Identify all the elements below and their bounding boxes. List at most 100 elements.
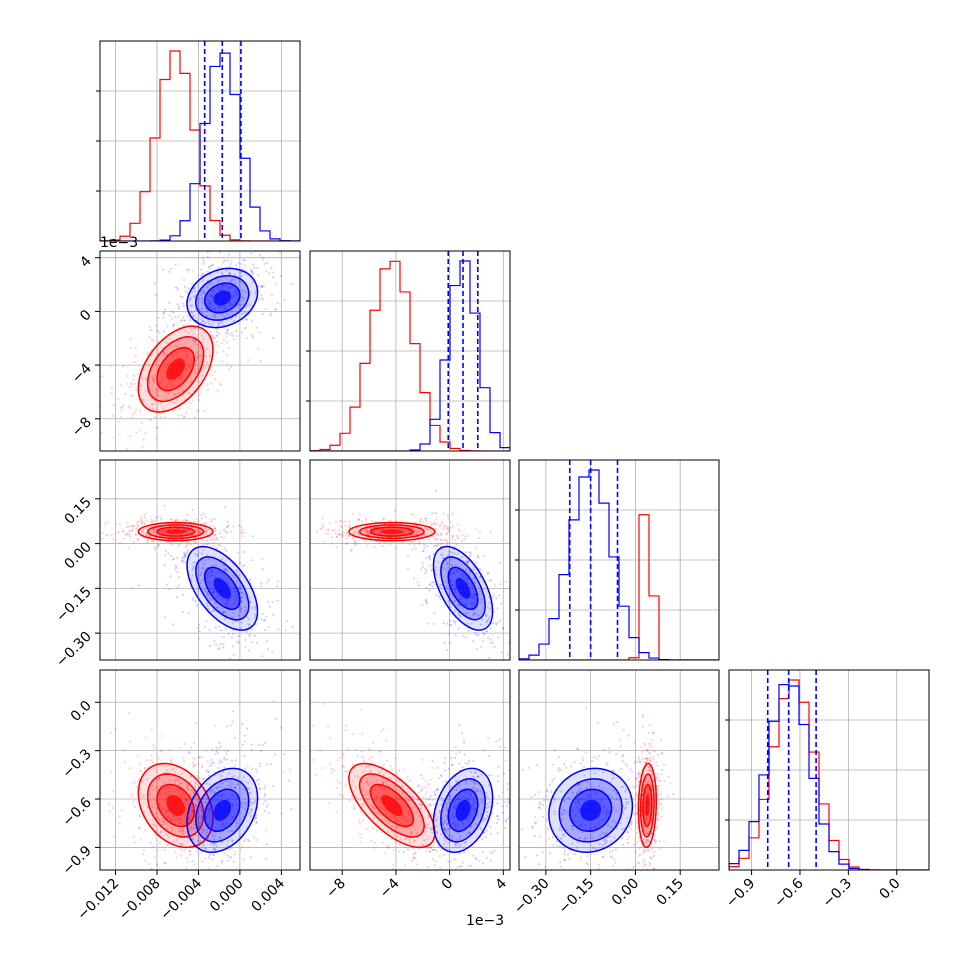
red-scatter-point — [451, 822, 454, 825]
blue-scatter-point — [563, 809, 566, 812]
blue-scatter-point — [240, 331, 244, 334]
blue-scatter-point — [454, 563, 458, 567]
blue-scatter-point — [153, 281, 156, 285]
red-scatter-point — [660, 752, 663, 755]
blue-scatter-point — [202, 844, 205, 847]
blue-scatter-point — [452, 571, 455, 574]
red-scatter-point — [168, 381, 172, 384]
red-scatter-point — [189, 319, 192, 323]
red-scatter-point — [402, 791, 405, 794]
red-scatter-point — [172, 323, 175, 326]
red-scatter-point — [660, 803, 663, 806]
red-scatter-point — [320, 526, 323, 530]
blue-scatter-point — [429, 583, 432, 586]
blue-scatter-point — [236, 821, 239, 825]
x-tick-label-p2: 0.15 — [654, 876, 687, 909]
blue-scatter-point — [199, 268, 203, 271]
red-scatter-point — [192, 761, 195, 765]
blue-scatter-point — [210, 571, 213, 574]
blue-scatter-point — [449, 571, 452, 575]
red-scatter-point — [208, 536, 211, 539]
blue-scatter-point — [232, 290, 236, 294]
blue-scatter-point — [626, 830, 629, 834]
red-scatter-point — [388, 533, 391, 536]
red-scatter-point — [192, 756, 195, 760]
blue-scatter-point — [565, 766, 568, 769]
blue-scatter-point — [450, 624, 453, 627]
histogram-panel-p1 — [306, 250, 511, 452]
blue-scatter-point — [446, 562, 449, 565]
blue-scatter-point — [182, 610, 185, 614]
blue-scatter-point — [247, 359, 250, 362]
red-scatter-point — [181, 830, 184, 834]
blue-scatter-point — [424, 599, 427, 603]
blue-scatter-point — [479, 575, 482, 578]
red-scatter-point — [106, 521, 109, 524]
red-scatter-point — [186, 789, 189, 792]
red-scatter-point — [432, 844, 435, 847]
blue-scatter-point — [472, 779, 475, 783]
blue-scatter-point — [625, 801, 628, 804]
blue-scatter-point — [240, 591, 243, 594]
blue-scatter-point — [254, 613, 257, 616]
blue-scatter-point — [182, 316, 185, 319]
red-scatter-point — [141, 795, 145, 798]
red-scatter-point — [637, 772, 640, 776]
red-scatter-point — [203, 409, 206, 412]
blue-scatter-point — [178, 842, 181, 845]
blue-scatter-point — [206, 605, 209, 608]
blue-scatter-point — [556, 844, 559, 847]
red-scatter-point — [338, 529, 341, 532]
blue-scatter-point — [450, 537, 454, 540]
red-scatter-point — [352, 533, 356, 536]
blue-scatter-point — [223, 766, 226, 769]
red-scatter-point — [214, 378, 217, 381]
red-scatter-point — [643, 809, 646, 812]
red-scatter-point — [131, 793, 135, 796]
red-scatter-point — [419, 518, 422, 522]
blue-scatter-point — [212, 799, 215, 802]
red-scatter-point — [447, 841, 450, 844]
red-scatter-point — [434, 544, 437, 547]
blue-scatter-point — [627, 734, 630, 737]
red-scatter-point — [410, 513, 413, 516]
red-scatter-point — [265, 829, 268, 832]
blue-scatter-point — [216, 537, 219, 540]
red-scatter-point — [240, 526, 243, 529]
red-scatter-point — [173, 781, 176, 784]
blue-scatter-point — [189, 853, 192, 856]
red-scatter-point — [183, 793, 186, 797]
red-scatter-point — [355, 542, 359, 546]
blue-scatter-point — [258, 787, 262, 790]
blue-scatter-point — [210, 842, 213, 846]
blue-scatter-point — [249, 601, 252, 604]
red-scatter-point — [199, 361, 202, 364]
red-scatter-point — [385, 739, 388, 742]
red-scatter-point — [635, 832, 639, 835]
red-scatter-point — [143, 516, 146, 519]
blue-scatter-point — [458, 751, 461, 754]
blue-scatter-point — [311, 634, 313, 636]
red-scatter-point — [148, 862, 151, 865]
red-density-contour-3 — [645, 795, 650, 816]
blue-scatter-point — [459, 843, 462, 847]
blue-scatter-point — [482, 748, 485, 752]
blue-scatter-point — [234, 759, 237, 762]
blue-scatter-point — [167, 552, 170, 555]
blue-scatter-point — [468, 555, 471, 558]
blue-scatter-point — [228, 280, 231, 284]
blue-scatter-point — [236, 598, 239, 602]
red-scatter-point — [306, 810, 308, 812]
blue-density-contour-3 — [580, 799, 602, 821]
blue-scatter-point — [429, 804, 433, 807]
blue-scatter-point — [180, 559, 183, 562]
blue-scatter-point — [239, 561, 242, 565]
blue-scatter-point — [188, 850, 192, 853]
blue-scatter-point — [472, 568, 475, 571]
blue-scatter-point — [197, 587, 200, 590]
red-scatter-point — [189, 326, 193, 330]
blue-scatter-point — [416, 581, 419, 584]
blue-scatter-point — [252, 801, 255, 804]
red-scatter-point — [131, 529, 134, 533]
blue-scatter-point — [218, 748, 221, 751]
